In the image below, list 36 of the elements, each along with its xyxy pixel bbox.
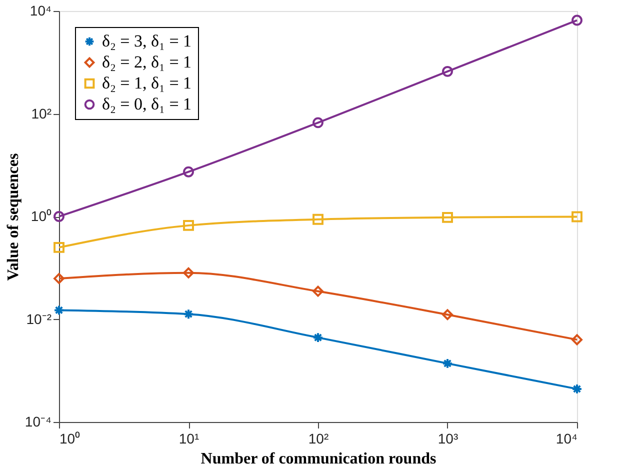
- point: [572, 14, 582, 26]
- point: [572, 383, 582, 394]
- point: [312, 117, 324, 128]
- y-axis-title: Value of sequences: [4, 153, 22, 281]
- point: [183, 220, 194, 231]
- point: [442, 309, 453, 320]
- x-tick-label: 10³: [438, 430, 458, 446]
- point: [183, 308, 194, 320]
- y-tick-label: 10²: [31, 105, 52, 122]
- y-tick-label: 10⁴: [30, 2, 52, 18]
- x-tick-label: 10⁴: [556, 430, 578, 446]
- point: [442, 212, 453, 223]
- point: [183, 267, 194, 278]
- point: [54, 242, 64, 253]
- x-tick-label: 10¹: [178, 430, 200, 446]
- point: [54, 273, 64, 284]
- point: [442, 358, 453, 369]
- x-tick-label: 10⁰: [60, 430, 80, 446]
- point: [54, 211, 64, 222]
- y-tick-label: 10⁰: [30, 208, 52, 224]
- point: [312, 332, 324, 344]
- x-tick-label: 10²: [308, 430, 329, 446]
- point: [442, 66, 453, 77]
- legend-label: δ₂ = 0, δ₁ = 1: [102, 94, 192, 114]
- point: [312, 214, 324, 225]
- y-tick-label: 10⁻⁴: [24, 414, 52, 430]
- legend-label: δ₂ = 1, δ₁ = 1: [102, 74, 192, 92]
- y-tick-label: 10⁻²: [26, 310, 52, 327]
- x-axis-title: Number of communication rounds: [200, 450, 436, 468]
- legend-label: δ₂ = 2, δ₁ = 1: [102, 52, 192, 72]
- legend-label: δ₂ = 3, δ₁ = 1: [102, 32, 192, 50]
- point: [572, 334, 582, 346]
- point: [312, 286, 324, 297]
- point: [183, 166, 194, 178]
- point: [54, 304, 64, 316]
- point: [572, 211, 582, 222]
